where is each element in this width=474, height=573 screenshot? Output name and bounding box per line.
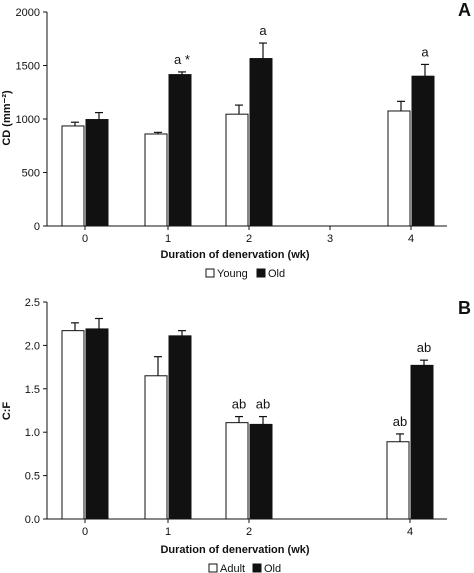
annotation-label-a: a <box>421 44 429 59</box>
bar-adult-b <box>225 422 249 520</box>
y-tick-label-b: 0.0 <box>25 514 40 526</box>
bar-old-b <box>410 364 434 520</box>
y-axis-label-a: CD (mm⁻²) <box>1 90 13 146</box>
annotation-label-a: a <box>259 23 267 38</box>
bar-adult-b <box>386 441 410 520</box>
x-tick-label-a: 2 <box>246 233 252 245</box>
x-tick-label-a: 4 <box>408 233 414 245</box>
y-tick-label-a: 500 <box>22 168 40 180</box>
y-tick-label-b: 1.5 <box>25 384 40 396</box>
legend-swatch-old-a <box>256 268 266 278</box>
bar-old-a <box>85 119 109 227</box>
x-tick-label-a: 1 <box>165 233 171 245</box>
bar-old-a <box>249 58 273 227</box>
panel-label-a: A <box>458 0 471 20</box>
x-tick-label-a: 0 <box>82 233 88 245</box>
bar-adult-b <box>61 330 85 520</box>
y-tick-label-b: 2.0 <box>25 340 40 352</box>
annotation-label-a: a * <box>174 52 190 67</box>
legend-label-young: Young <box>217 268 248 280</box>
y-tick-label-b: 1.0 <box>25 427 40 439</box>
legend-label-adult: Adult <box>220 563 245 573</box>
x-axis-label-a: Duration of denervation (wk) <box>160 249 309 261</box>
legend-swatch-old-b <box>252 563 262 573</box>
bar-old-b <box>168 335 192 520</box>
legend-label-old-a: Old <box>268 268 285 280</box>
legend-swatch-adult <box>208 563 218 573</box>
x-tick-label-b: 0 <box>82 526 88 538</box>
bar-young-a <box>144 133 168 227</box>
y-tick-label-b: 2.5 <box>25 297 40 309</box>
bar-young-a <box>225 113 249 227</box>
legend-label-old-b: Old <box>264 563 281 573</box>
y-tick-label-b: 0.5 <box>25 471 40 483</box>
bar-young-a <box>387 110 411 227</box>
bar-adult-b <box>144 375 168 520</box>
y-tick-label-a: 0 <box>34 221 40 233</box>
y-tick-label-a: 2000 <box>16 7 40 19</box>
bar-old-a <box>411 75 435 227</box>
annotation-label-b: ab <box>417 340 431 355</box>
y-axis-label-b: C:F <box>1 402 13 421</box>
panel-label-b: B <box>458 298 471 318</box>
x-tick-label-b: 2 <box>246 526 252 538</box>
y-tick-label-a: 1500 <box>16 61 40 73</box>
bar-young-a <box>61 125 85 227</box>
bar-old-b <box>249 423 273 520</box>
x-tick-label-a: 3 <box>327 233 333 245</box>
annotation-label-b: ab <box>256 397 270 412</box>
y-tick-label-a: 1000 <box>16 114 40 126</box>
annotation-label-b: ab <box>232 397 246 412</box>
x-tick-label-b: 1 <box>165 526 171 538</box>
x-axis-label-b: Duration of denervation (wk) <box>160 544 309 556</box>
annotation-label-b: ab <box>393 414 407 429</box>
bar-old-a <box>168 74 192 227</box>
legend-swatch-young <box>205 268 215 278</box>
x-tick-label-b: 4 <box>407 526 413 538</box>
bar-old-b <box>85 328 109 520</box>
